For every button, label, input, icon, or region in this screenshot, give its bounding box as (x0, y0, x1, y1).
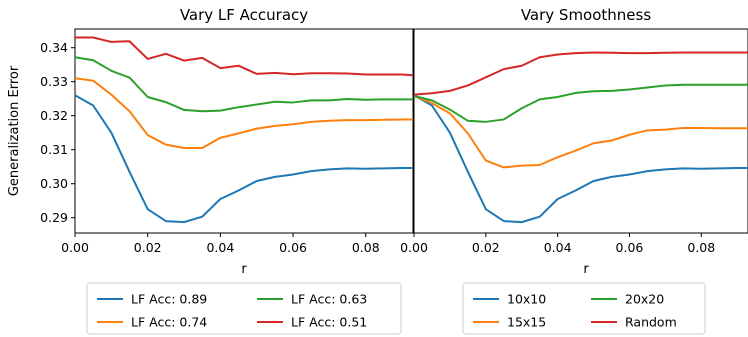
legend-label-right-1: 10x10 (507, 292, 546, 307)
legend-box-right (462, 282, 706, 335)
series-line-right-1 (413, 94, 748, 224)
y-tick-label-5: 0.34 (40, 40, 68, 55)
legend-label-right-3: 20x20 (625, 292, 664, 307)
x-tick-label-right-1: 0.02 (472, 240, 500, 255)
y-axis-label: Generalization Error (7, 65, 22, 196)
series-line-right-3 (413, 83, 748, 123)
x-tick-label-left-2: 0.04 (206, 240, 234, 255)
y-axis-ticks-left: 0.29 0.30 0.31 0.32 0.33 0.34 (40, 40, 75, 225)
y-tick-label-0: 0.29 (40, 210, 68, 225)
series-line-right-4 (413, 51, 748, 96)
plot-area-left (74, 36, 414, 224)
x-tick-label-left-3: 0.06 (279, 240, 307, 255)
series-line-left-1 (74, 94, 413, 224)
x-axis-label-left: r (241, 262, 247, 277)
series-line-right-2 (413, 95, 748, 169)
legend-right: 10x10 15x15 20x20 Random (462, 282, 706, 335)
series-line-left-2 (74, 77, 413, 149)
y-tick-label-3: 0.32 (40, 108, 68, 123)
series-line-left-4 (75, 36, 414, 77)
x-tick-label-left-1: 0.02 (134, 240, 162, 255)
legend-label-left-3: LF Acc: 0.63 (291, 292, 367, 307)
panel-left: Vary LF Accuracy 0.00 0.02 0.04 0.06 0.08 0.… (7, 6, 414, 277)
x-tick-label-right-2: 0.04 (544, 240, 572, 255)
x-axis-ticks-right: 0.00 0.02 0.04 0.06 0.08 (400, 233, 715, 255)
legend-label-left-1: LF Acc: 0.89 (131, 292, 207, 307)
y-tick-label-1: 0.30 (40, 176, 68, 191)
legend-label-right-2: 15x15 (507, 315, 546, 330)
plot-frame-left (74, 28, 414, 234)
series-line-left-3 (74, 56, 413, 113)
x-tick-label-right-0: 0.00 (400, 240, 428, 255)
chart-title-right: Vary Smoothness (521, 6, 652, 24)
x-tick-label-left-0: 0.00 (61, 240, 89, 255)
legend-label-left-4: LF Acc: 0.51 (291, 315, 367, 330)
legend-label-right-4: Random (625, 315, 677, 330)
x-tick-label-left-4: 0.08 (352, 240, 380, 255)
x-tick-label-right-3: 0.06 (616, 240, 644, 255)
x-axis-ticks-left: 0.00 0.02 0.04 0.06 0.08 (61, 233, 380, 255)
legend-box-left (86, 282, 402, 335)
legend-label-left-2: LF Acc: 0.74 (131, 315, 207, 330)
legend-left: LF Acc: 0.89 LF Acc: 0.74 LF Acc: 0.63 LF A… (86, 282, 402, 335)
chart-title-left: Vary LF Accuracy (180, 6, 308, 24)
x-axis-label-right: r (583, 262, 589, 277)
plot-frame-right (413, 28, 748, 234)
panel-right: Vary Smoothness 0.00 0.02 0.04 0.06 0.08 r (400, 6, 748, 277)
y-tick-label-4: 0.33 (40, 74, 68, 89)
x-tick-label-right-4: 0.08 (687, 240, 715, 255)
plot-area-right (413, 51, 748, 224)
y-tick-label-2: 0.31 (40, 142, 68, 157)
